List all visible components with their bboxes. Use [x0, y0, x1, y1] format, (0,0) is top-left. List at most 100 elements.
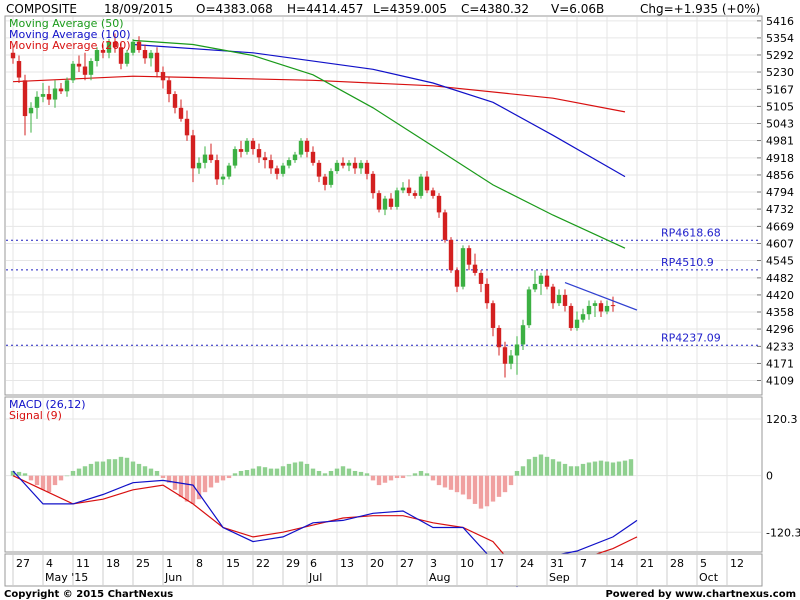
candle: [346, 160, 352, 172]
candle: [568, 303, 574, 331]
candle: [238, 140, 244, 158]
macd-hist-bar: [322, 473, 328, 476]
candle: [166, 77, 172, 103]
macd-hist-bar: [256, 466, 262, 476]
candle-body: [226, 165, 232, 177]
macd-hist-bar: [622, 460, 628, 476]
macd-hist-bar: [364, 473, 370, 476]
price-tick-label: 4420: [766, 289, 794, 302]
candle-body: [82, 66, 88, 75]
candle: [208, 143, 214, 163]
date-tick-label: 11: [76, 557, 90, 570]
macd-hist-bar: [388, 475, 394, 481]
macd-hist-bar: [442, 475, 448, 488]
candle-body: [484, 283, 490, 304]
candle-body: [256, 149, 262, 158]
price-tick-label: 4856: [766, 169, 794, 182]
candle-body: [562, 294, 568, 306]
candle-body: [154, 52, 160, 73]
macd-hist-bar: [598, 460, 604, 476]
powered-by-link[interactable]: Powered by www.chartnexus.com: [605, 589, 796, 600]
candle: [100, 44, 106, 59]
macd-tick-label: 120.3: [766, 413, 798, 426]
candle: [274, 165, 280, 180]
candle: [28, 102, 34, 133]
date-tick-label: 25: [136, 557, 150, 570]
macd-hist-bar: [544, 456, 550, 476]
macd-hist-bar: [82, 466, 88, 476]
macd-hist-bar: [352, 470, 358, 476]
macd-hist-bar: [448, 475, 454, 490]
macd-hist-bar: [328, 470, 334, 476]
month-label: Aug: [429, 571, 450, 584]
price-axis: 5416 5354 5292 5230 5167 5105 5043 4981 4918 4856…: [757, 15, 794, 388]
candle: [466, 245, 472, 271]
candle: [88, 58, 94, 81]
macd-hist-bar: [316, 470, 322, 476]
candle-body: [64, 80, 70, 92]
candle: [34, 91, 40, 119]
macd-hist-bar: [112, 459, 118, 476]
candle-body: [106, 41, 112, 53]
candle: [388, 193, 394, 210]
macd-hist-bar: [16, 471, 22, 476]
date-tick-label: 17: [490, 557, 504, 570]
candle-body: [88, 61, 94, 75]
open-label: O=4383.068: [196, 2, 273, 16]
macd-hist-bar: [394, 475, 400, 479]
candle: [316, 160, 322, 183]
candle-body: [40, 94, 46, 97]
macd-hist-bar: [340, 466, 346, 476]
candle: [70, 61, 76, 84]
candle-body: [502, 347, 508, 364]
candle-body: [298, 140, 304, 155]
legend-entry: Moving Average (50): [9, 17, 124, 30]
macd-hist-bar: [64, 475, 70, 477]
low-label: L=4359.005: [373, 2, 447, 16]
candle-body: [592, 303, 598, 306]
macd-hist-bar: [130, 461, 136, 476]
candle: [478, 270, 484, 293]
candle-body: [190, 135, 196, 169]
candle: [322, 173, 328, 191]
price-tick-label: 4918: [766, 152, 794, 165]
candle: [196, 157, 202, 174]
macd-hist-bar: [508, 475, 514, 486]
candle: [52, 80, 58, 108]
price-tick-label: 4482: [766, 272, 794, 285]
candle-body: [184, 118, 190, 136]
candle: [352, 157, 358, 174]
price-tick-label: 5167: [766, 83, 794, 96]
candle: [160, 66, 166, 89]
macd-hist-bar: [52, 475, 58, 486]
candle-body: [376, 193, 382, 210]
candle: [370, 171, 376, 199]
candle: [340, 157, 346, 169]
macd-hist-bar: [556, 461, 562, 476]
macd-hist-bar: [628, 459, 634, 476]
macd-hist-bar: [208, 475, 214, 488]
date-tick-label: 3: [430, 557, 437, 570]
legend-entry: MACD (26,12): [9, 398, 86, 411]
candle-body: [100, 50, 106, 53]
candle-body: [478, 272, 484, 284]
macd-hist-bar: [334, 468, 340, 476]
candle: [436, 193, 442, 218]
price-tick-label: 4981: [766, 135, 794, 148]
candle-body: [430, 190, 436, 196]
candle: [112, 33, 118, 53]
candle-body: [436, 195, 442, 213]
candle-body: [112, 41, 118, 48]
candle: [64, 77, 70, 97]
candle-body: [58, 88, 64, 92]
date-tick-label: 14: [610, 557, 624, 570]
macd-hist-bar: [424, 473, 430, 476]
symbol-label: COMPOSITE: [6, 2, 77, 16]
candle-body: [286, 160, 292, 166]
macd-hist-bar: [106, 459, 112, 476]
candle-body: [406, 187, 412, 194]
change-label: Chg=+1.935 (+0%): [640, 2, 760, 16]
price-tick-label: 4732: [766, 203, 794, 216]
macd-hist-bar: [406, 475, 412, 477]
